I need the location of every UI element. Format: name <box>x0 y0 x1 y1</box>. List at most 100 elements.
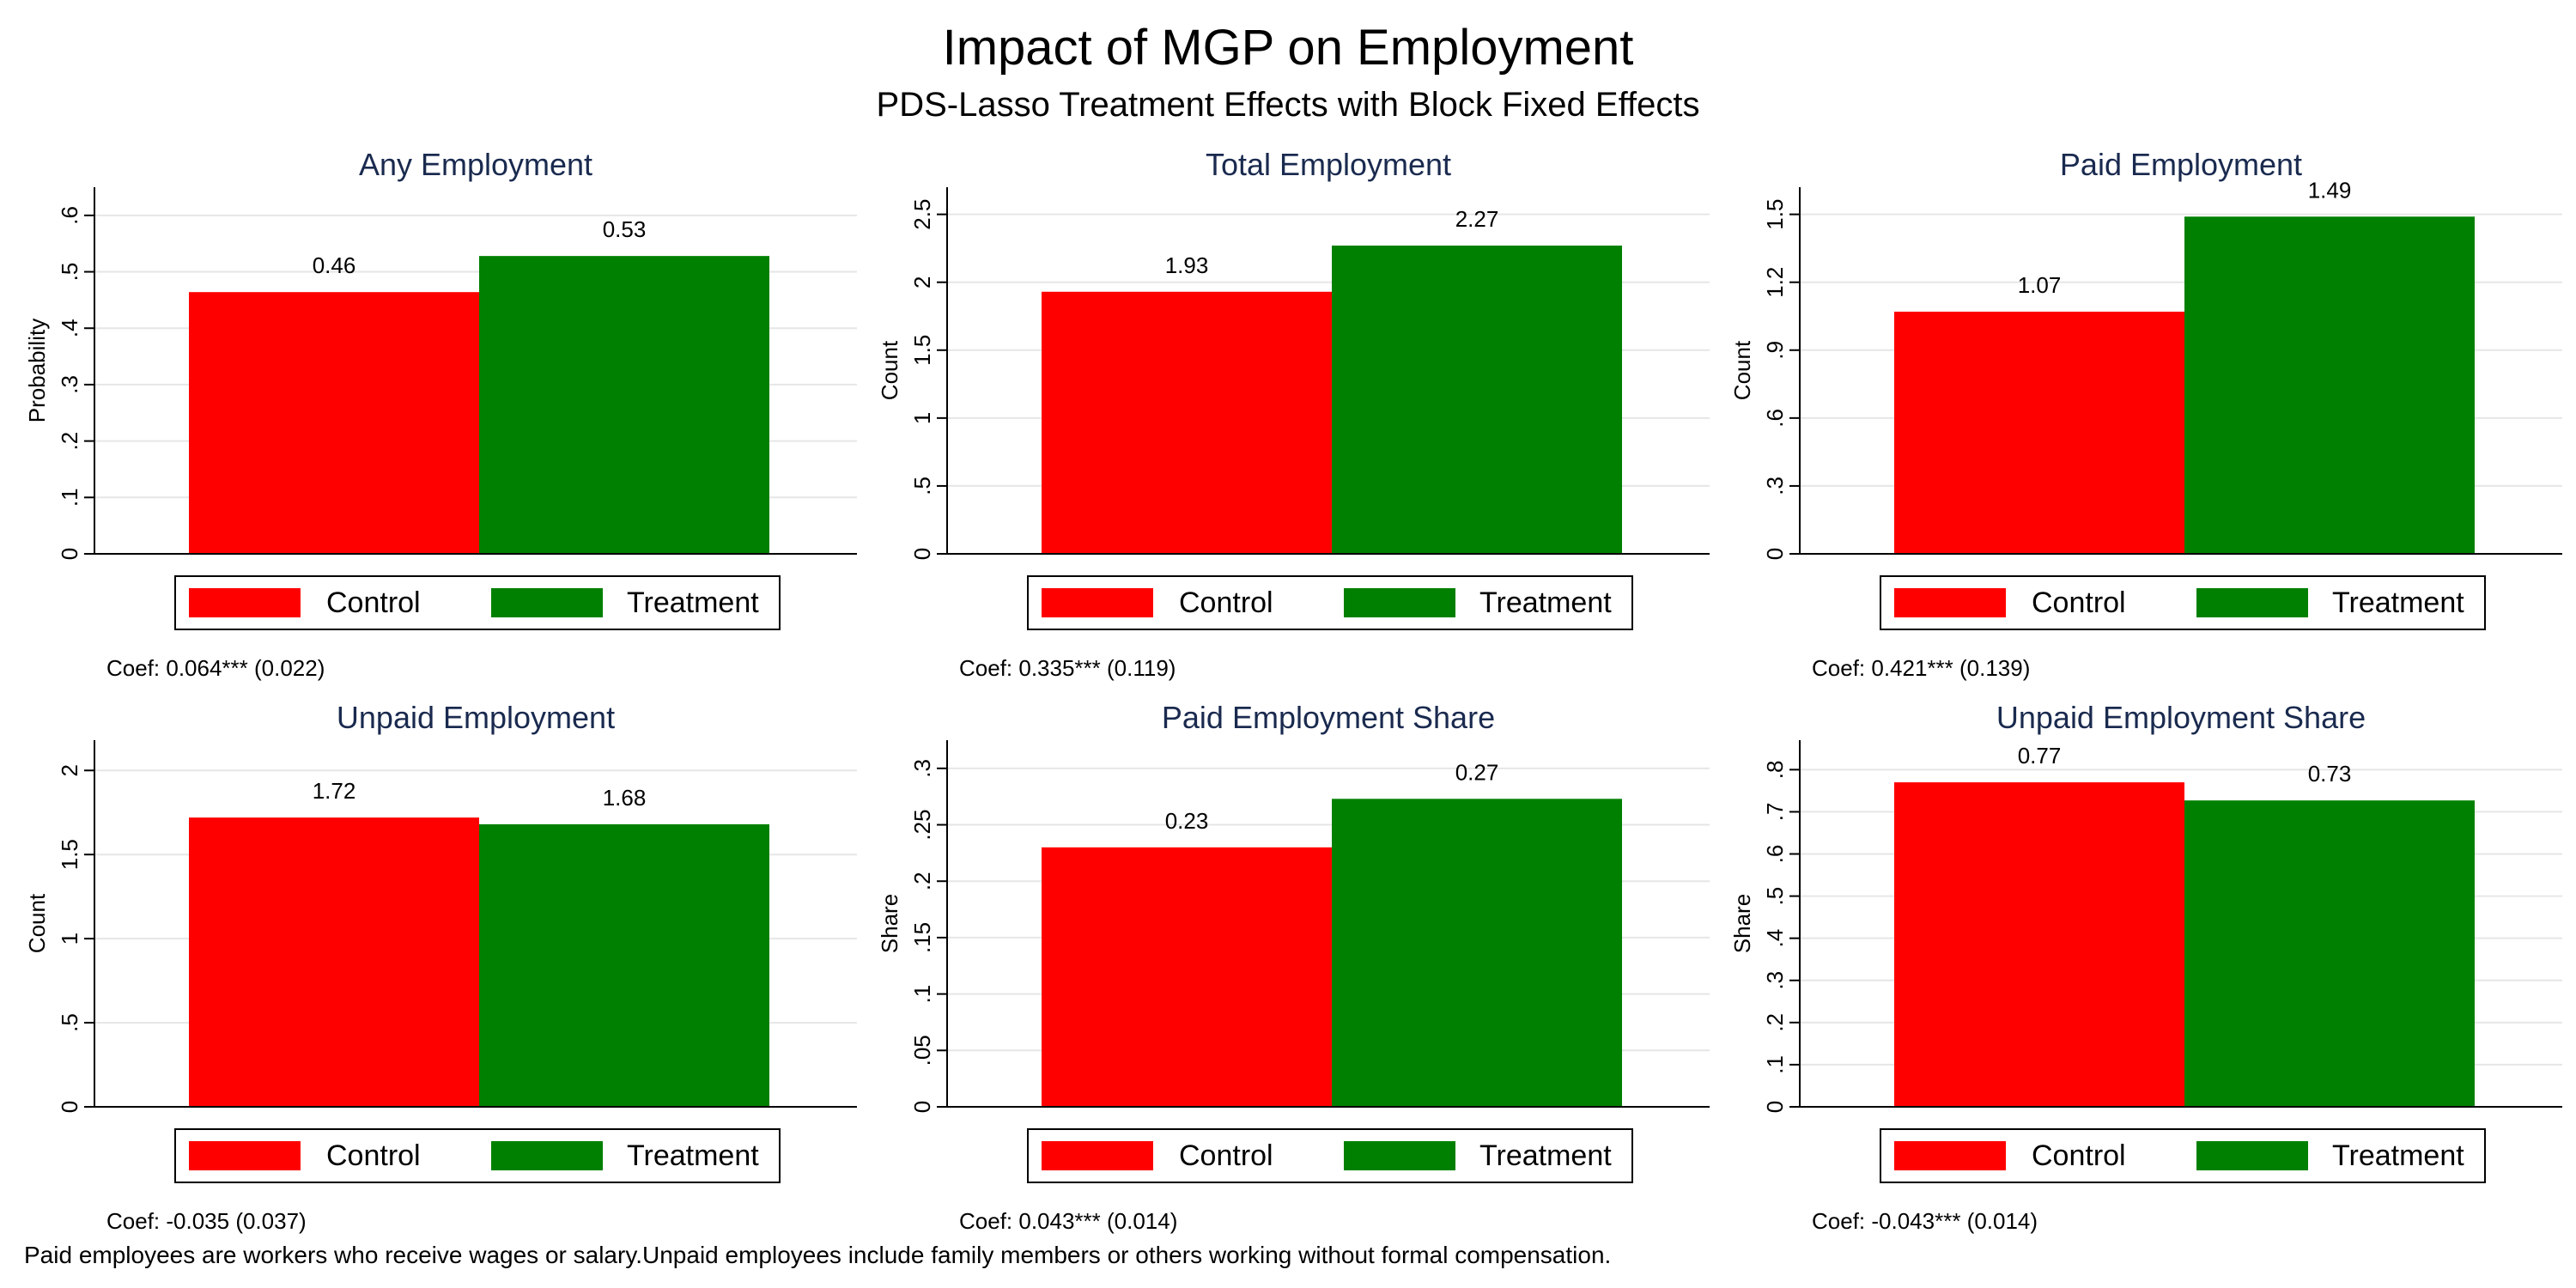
legend-label-control: Control <box>2032 586 2126 619</box>
legend-label-treatment: Treatment <box>2332 586 2464 619</box>
bar-treatment <box>2184 800 2475 1107</box>
y-tick-label: .3 <box>909 759 935 778</box>
y-tick-label: .6 <box>1762 409 1788 428</box>
legend: Control Treatment <box>1027 1128 1633 1183</box>
bar-treatment <box>1332 799 1622 1107</box>
legend-label-treatment: Treatment <box>627 586 759 619</box>
coef-note: Coef: -0.043*** (0.014) <box>1812 1208 2038 1234</box>
legend-label-treatment: Treatment <box>627 1139 759 1172</box>
y-axis-label: Count <box>24 893 50 953</box>
coef-note: Coef: -0.035 (0.037) <box>106 1208 307 1234</box>
y-axis-label: Probability <box>24 319 50 422</box>
legend-swatch-control <box>1042 1141 1153 1170</box>
y-tick-label: .2 <box>909 872 935 890</box>
bar-control <box>1894 782 2184 1107</box>
chart-panel-4: 1.72 1.68 0 .5 1 1.5 2 Count Unpaid Employment Co… <box>24 700 857 1234</box>
y-tick-label: .6 <box>1762 845 1788 864</box>
chart-panel-2: 1.93 2.27 0 .5 1 1.5 2 2.5 Count Total Employment… <box>877 147 1710 681</box>
legend-swatch-control <box>189 1141 301 1170</box>
y-tick-label: 0 <box>909 548 935 560</box>
coef-note: Coef: 0.421*** (0.139) <box>1812 655 2030 681</box>
y-axis-label: Count <box>1729 340 1755 400</box>
bar-treatment <box>479 823 769 1107</box>
data-label: 0.27 <box>1455 759 1499 785</box>
y-tick-label: .25 <box>909 809 935 840</box>
y-tick-label: .4 <box>1762 929 1788 948</box>
bar-treatment <box>2184 216 2475 554</box>
legend: Control Treatment <box>1880 575 2486 630</box>
legend-label-treatment: Treatment <box>1479 1139 1612 1172</box>
legend-label-control: Control <box>326 1139 421 1172</box>
panel-title: Unpaid Employment <box>337 700 615 735</box>
legend-swatch-treatment <box>491 588 603 617</box>
legend-label-control: Control <box>326 586 421 619</box>
coef-note: Coef: 0.335*** (0.119) <box>959 655 1176 681</box>
y-tick-label: .5 <box>909 477 935 495</box>
data-label: 2.27 <box>1455 206 1499 232</box>
y-tick-label: .7 <box>1762 803 1788 822</box>
data-label: 0.53 <box>603 216 647 242</box>
chart-panel-1: 0.46 0.53 0 .1 .2 .3 .4 .5 .6 Probability Any Empl… <box>24 147 857 681</box>
legend-label-control: Control <box>2032 1139 2126 1172</box>
y-tick-label: .3 <box>57 375 82 394</box>
y-tick-label: .4 <box>57 319 82 337</box>
legend-swatch-treatment <box>491 1141 603 1170</box>
data-label: 1.07 <box>2018 272 2062 298</box>
y-tick-label: 0 <box>1762 548 1788 560</box>
y-tick-label: 0 <box>57 1101 82 1113</box>
bar-treatment <box>1332 246 1622 554</box>
bar-treatment <box>479 256 769 554</box>
main-title: Impact of MGP on Employment <box>942 20 1634 76</box>
y-tick-label: 0 <box>1762 1101 1788 1113</box>
y-tick-label: .2 <box>57 432 82 451</box>
legend-swatch-treatment <box>1344 588 1455 617</box>
data-label: 0.73 <box>2308 761 2352 787</box>
bar-control <box>1894 311 2184 554</box>
data-label: 0.77 <box>2018 743 2062 769</box>
y-tick-label: .5 <box>57 263 82 282</box>
chart-panel-3: 1.07 1.49 0 .3 .6 .9 1.2 1.5 Count Paid Employmen… <box>1729 147 2562 681</box>
data-label: 1.49 <box>2308 177 2352 203</box>
legend-swatch-control <box>189 588 301 617</box>
legend-swatch-treatment <box>1344 1141 1455 1170</box>
bar-control <box>1042 291 1332 554</box>
y-tick-label: .8 <box>1762 761 1788 780</box>
y-tick-label: 0 <box>57 548 82 560</box>
y-tick-label: 1.5 <box>57 839 82 870</box>
legend-swatch-control <box>1042 588 1153 617</box>
footer-note: Paid employees are workers who receive w… <box>24 1242 1612 1268</box>
y-tick-label: .1 <box>1762 1055 1788 1074</box>
panel-title: Total Employment <box>1206 147 1451 182</box>
main-subtitle: PDS-Lasso Treatment Effects with Block F… <box>876 86 1700 124</box>
y-tick-label: 0 <box>909 1101 935 1113</box>
y-tick-label: .3 <box>1762 477 1788 495</box>
y-axis-label: Share <box>1729 894 1755 953</box>
legend-label-treatment: Treatment <box>1479 586 1612 619</box>
bar-control <box>1042 847 1332 1107</box>
data-label: 1.72 <box>313 778 356 804</box>
panel-title: Unpaid Employment Share <box>1996 700 2366 735</box>
chart-panel-5: 0.23 0.27 0 .05 .1 .15 .2 .25 .3 Share Paid Employ… <box>877 700 1710 1234</box>
y-tick-label: .5 <box>1762 887 1788 906</box>
legend-swatch-treatment <box>2196 1141 2308 1170</box>
y-tick-label: .2 <box>1762 1013 1788 1032</box>
y-tick-label: .5 <box>57 1013 82 1032</box>
legend-label-control: Control <box>1179 1139 1273 1172</box>
bar-control <box>189 817 479 1107</box>
y-tick-label: 1 <box>57 933 82 945</box>
y-tick-label: .3 <box>1762 971 1788 990</box>
y-axis-label: Share <box>877 894 902 953</box>
y-tick-label: 1.5 <box>909 335 935 366</box>
legend-swatch-treatment <box>2196 588 2308 617</box>
y-tick-label: 2.5 <box>909 199 935 230</box>
legend: Control Treatment <box>1880 1128 2486 1183</box>
y-tick-label: 1 <box>909 412 935 424</box>
legend: Control Treatment <box>174 1128 781 1183</box>
data-label: 0.46 <box>313 252 356 278</box>
bar-control <box>189 292 479 554</box>
y-tick-label: .15 <box>909 922 935 953</box>
y-tick-label: .1 <box>909 985 935 1004</box>
legend-label-control: Control <box>1179 586 1273 619</box>
